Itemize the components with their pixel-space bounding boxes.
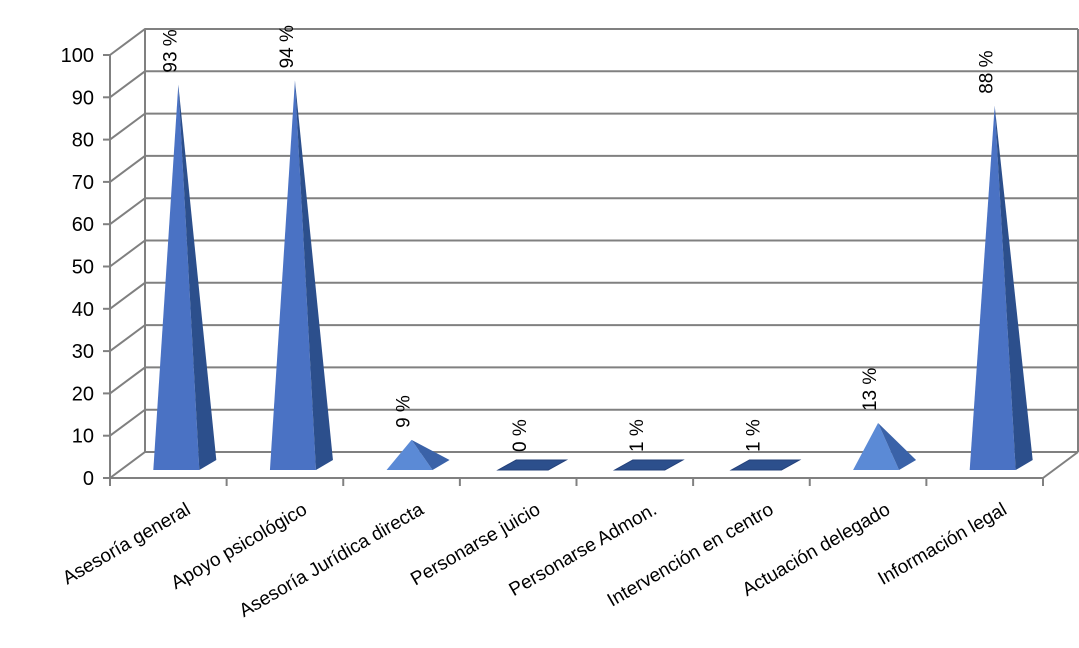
y-tick-label: 0 <box>83 468 94 490</box>
data-label: 1 % <box>627 419 648 452</box>
y-tick-label: 40 <box>72 299 94 321</box>
y-tick-labels: 0 10 20 30 40 50 60 70 80 90 100 <box>61 45 94 490</box>
gridline <box>109 324 1078 352</box>
y-tick-label: 100 <box>61 45 94 67</box>
y-tick-label: 10 <box>72 426 94 448</box>
gridline <box>109 112 1078 141</box>
data-labels: 93 % 94 % 9 % 0 % 1 % 1 % 13 % 88 % <box>160 25 997 452</box>
gridline <box>109 451 1078 479</box>
pyramid-side-face <box>294 80 333 470</box>
y-tick-label: 20 <box>72 383 94 405</box>
pyramid-bar <box>269 80 333 470</box>
pyramid-front-face <box>153 84 200 471</box>
data-label: 9 % <box>394 395 415 428</box>
data-label: 88 % <box>977 50 998 93</box>
pyramid-bar <box>153 84 217 471</box>
data-label: 94 % <box>277 25 298 68</box>
gridline <box>109 154 1078 183</box>
pyramid-flat-face <box>496 459 569 471</box>
pyramid-front-face <box>386 439 433 470</box>
axes <box>103 54 1079 486</box>
pyramid-side-face <box>878 423 917 470</box>
pyramid-flat-face <box>729 459 802 471</box>
gridline <box>109 281 1078 310</box>
pyramid-bars <box>153 80 1033 471</box>
pyramid-front-face <box>269 80 316 470</box>
category-label: Información legal <box>875 499 1011 590</box>
pyramid-bar <box>612 459 685 471</box>
y-tick-label: 80 <box>72 130 94 152</box>
gridline <box>109 366 1078 395</box>
pyramid-side-face <box>411 439 450 470</box>
floor-right-edge <box>1042 451 1079 479</box>
gridlines <box>109 28 1079 479</box>
pyramid-front-face <box>969 105 1016 470</box>
y-tick-label: 90 <box>72 87 94 109</box>
pyramid-bar <box>969 105 1033 470</box>
y-tick-label: 30 <box>72 341 94 363</box>
pyramid-flat-face <box>612 459 685 471</box>
y-tick-label: 50 <box>72 257 94 279</box>
gridline <box>109 197 1078 226</box>
pyramid-bar <box>386 439 450 470</box>
data-label: 1 % <box>743 419 764 452</box>
data-label: 0 % <box>510 419 531 452</box>
pyramid-side-face <box>994 105 1033 470</box>
category-label: Asesoría Jurídica directa <box>236 499 428 622</box>
pyramid-bar <box>496 459 569 471</box>
pyramid-bar <box>729 459 802 471</box>
gridline <box>109 70 1078 99</box>
pyramid-front-face <box>853 423 900 470</box>
gridline <box>109 28 1078 56</box>
gridline <box>109 408 1078 437</box>
pyramid-side-face <box>178 84 217 471</box>
data-label: 93 % <box>160 29 181 72</box>
y-tick-label: 60 <box>72 214 94 236</box>
gridline <box>109 239 1078 268</box>
pyramid-bar <box>853 423 917 470</box>
y-tick-label: 70 <box>72 172 94 194</box>
data-label: 13 % <box>860 368 881 411</box>
